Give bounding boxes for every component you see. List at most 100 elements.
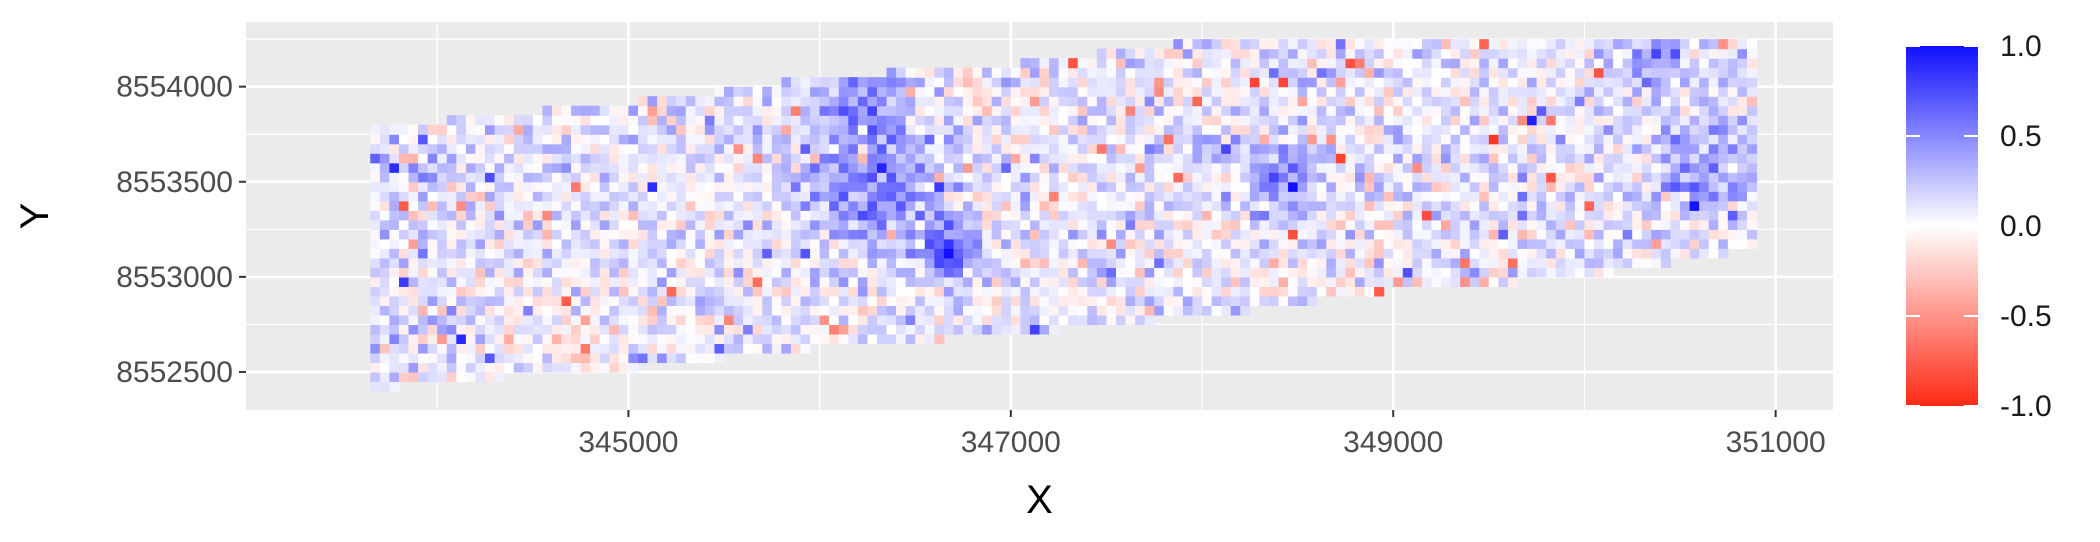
raster-cell — [943, 181, 955, 192]
raster-cell — [714, 210, 725, 221]
raster-cell — [982, 200, 993, 211]
raster-cell — [743, 153, 754, 164]
raster-cell — [733, 210, 744, 221]
raster-cell — [379, 229, 390, 240]
raster-cell — [389, 191, 400, 202]
raster-cell — [666, 314, 677, 326]
raster-cell — [1546, 248, 1557, 259]
raster-cell — [1115, 124, 1127, 135]
raster-cell — [1660, 134, 1672, 145]
raster-cell — [1412, 162, 1423, 173]
raster-cell — [1202, 200, 1213, 211]
raster-cell — [1029, 172, 1041, 183]
raster-cell — [714, 96, 725, 107]
raster-cell — [876, 295, 888, 306]
raster-cell — [800, 124, 811, 135]
raster-cell — [418, 257, 429, 268]
raster-cell — [379, 248, 390, 259]
raster-cell — [1498, 115, 1509, 126]
raster-cell — [437, 314, 448, 326]
raster-cell — [1307, 58, 1318, 69]
raster-cell — [1335, 276, 1347, 287]
raster-cell — [523, 314, 534, 326]
raster-cell — [1068, 105, 1079, 116]
raster-cell — [1259, 295, 1270, 306]
raster-cell — [1058, 305, 1069, 316]
raster-cell — [551, 248, 563, 259]
raster-cell — [943, 324, 955, 335]
raster-cell — [1077, 172, 1088, 183]
raster-cell — [1651, 48, 1662, 59]
raster-cell — [1211, 191, 1222, 202]
raster-cell — [752, 238, 763, 249]
raster-cell — [542, 191, 553, 202]
raster-cell — [1106, 276, 1117, 287]
raster-cell — [1182, 172, 1194, 183]
raster-cell — [513, 229, 524, 240]
raster-cell — [1574, 124, 1586, 135]
raster-cell — [972, 191, 983, 202]
raster-cell — [1049, 143, 1060, 154]
raster-cell — [1517, 96, 1528, 107]
raster-cell — [1211, 96, 1222, 107]
raster-cell — [1316, 238, 1327, 249]
raster-cell — [1221, 276, 1232, 287]
raster-cell — [1450, 105, 1461, 116]
raster-cell — [790, 248, 802, 259]
raster-cell — [676, 191, 687, 202]
raster-cell — [618, 115, 630, 126]
raster-cell — [456, 248, 467, 259]
raster-cell — [1345, 58, 1356, 69]
raster-cell — [857, 172, 869, 183]
raster-cell — [1593, 58, 1605, 69]
raster-cell — [724, 86, 735, 97]
raster-cell — [1087, 286, 1098, 297]
raster-cell — [934, 143, 945, 154]
raster-cell — [1450, 191, 1461, 202]
raster-cell — [982, 314, 993, 326]
raster-cell — [465, 314, 477, 326]
raster-cell — [504, 362, 515, 373]
raster-cell — [628, 248, 639, 259]
raster-cell — [1221, 134, 1232, 145]
raster-cell — [494, 134, 505, 145]
raster-cell — [924, 77, 935, 88]
raster-cell — [1240, 58, 1251, 69]
raster-cell — [1517, 200, 1528, 211]
raster-cell — [1106, 295, 1117, 306]
raster-cell — [790, 219, 802, 230]
raster-cell — [1096, 172, 1108, 183]
raster-cell — [504, 229, 515, 240]
raster-cell — [781, 333, 792, 345]
raster-cell — [408, 248, 419, 259]
raster-cell — [1077, 143, 1088, 154]
raster-cell — [1182, 286, 1194, 297]
raster-cell — [618, 295, 630, 306]
raster-cell — [657, 96, 668, 107]
raster-cell — [1727, 229, 1738, 240]
raster-cell — [1240, 162, 1251, 173]
raster-cell — [494, 362, 505, 373]
raster-cell — [504, 324, 515, 335]
raster-cell — [1029, 86, 1041, 97]
raster-cell — [1039, 115, 1050, 126]
raster-cell — [1211, 295, 1222, 306]
raster-cell — [446, 181, 457, 192]
raster-cell — [1202, 162, 1213, 173]
raster-cell — [676, 172, 687, 183]
raster-cell — [1507, 181, 1519, 192]
raster-cell — [1297, 229, 1308, 240]
raster-cell — [838, 153, 849, 164]
y-axis-title: Y — [13, 203, 57, 230]
raster-cell — [790, 134, 802, 145]
raster-cell — [1641, 39, 1652, 50]
raster-cell — [1450, 115, 1461, 126]
raster-cell — [1316, 229, 1327, 240]
raster-cell — [819, 324, 830, 335]
raster-cell — [1058, 172, 1069, 183]
raster-cell — [1574, 96, 1586, 107]
raster-cell — [1555, 181, 1566, 192]
raster-cell — [886, 134, 897, 145]
raster-cell — [838, 229, 849, 240]
raster-cell — [1316, 219, 1327, 230]
